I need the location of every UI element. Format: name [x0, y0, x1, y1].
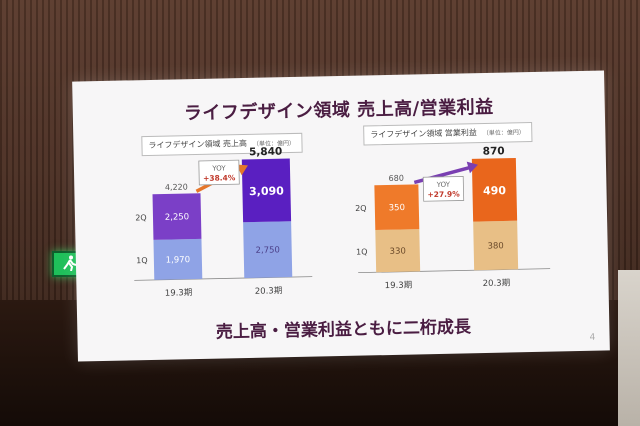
total-label: 5,840 — [249, 146, 282, 159]
bar-1q — [375, 229, 421, 273]
bar-1q — [243, 221, 293, 279]
bar-2q — [471, 157, 518, 222]
data-label-2q: 3,090 — [249, 184, 284, 198]
yoy-arrow-head — [466, 161, 478, 174]
category-label: 19.3期 — [165, 288, 193, 299]
series-label-1q: 1Q — [356, 247, 368, 256]
sales-chart: 1,970 2,250 4,220 19.3期 1Q 2Q 2,750 3,090 5,840 2… — [134, 146, 313, 299]
presentation-slide: ライフデザイン領域 売上高/営業利益 ライフデザイン領域 売上高 （単位：億円） … — [72, 70, 610, 362]
series-label-2q: 2Q — [355, 204, 367, 213]
bar-1q — [153, 238, 203, 280]
yoy-value: +27.9% — [427, 189, 460, 199]
yoy-box — [198, 159, 240, 186]
yoy-box — [422, 176, 465, 202]
bar-2q — [241, 158, 292, 223]
series-label-1q: 1Q — [136, 256, 148, 265]
data-label-1q: 2,750 — [255, 245, 280, 256]
series-label-2q: 2Q — [135, 213, 147, 222]
bar-2q — [374, 184, 420, 231]
yoy-label: YOY — [436, 181, 451, 189]
charts-canvas: 1,970 2,250 4,220 19.3期 1Q 2Q 2,750 3,090 5,840 2… — [134, 145, 551, 299]
profit-chart: 330 350 680 19.3期 1Q 2Q 380 490 870 20.3期 YOY+27.9… — [355, 145, 551, 292]
data-label-1q: 1,970 — [166, 255, 191, 266]
side-panel — [618, 270, 640, 426]
data-label-2q: 350 — [389, 203, 405, 213]
yoy-value: +38.4% — [203, 173, 236, 183]
data-label-2q: 2,250 — [165, 212, 190, 223]
total-label: 680 — [388, 174, 403, 183]
total-label: 4,220 — [165, 183, 188, 192]
category-label: 19.3期 — [385, 281, 413, 292]
data-label-2q: 490 — [483, 184, 507, 197]
bar-2q — [152, 193, 202, 240]
category-label: 20.3期 — [255, 286, 283, 297]
data-label-1q: 380 — [487, 241, 503, 251]
yoy-label: YOY — [211, 164, 226, 172]
total-label: 870 — [483, 145, 505, 157]
category-label: 20.3期 — [483, 278, 511, 289]
bar-1q — [473, 220, 519, 271]
data-label-1q: 330 — [390, 247, 406, 257]
page-number: 4 — [589, 332, 596, 343]
